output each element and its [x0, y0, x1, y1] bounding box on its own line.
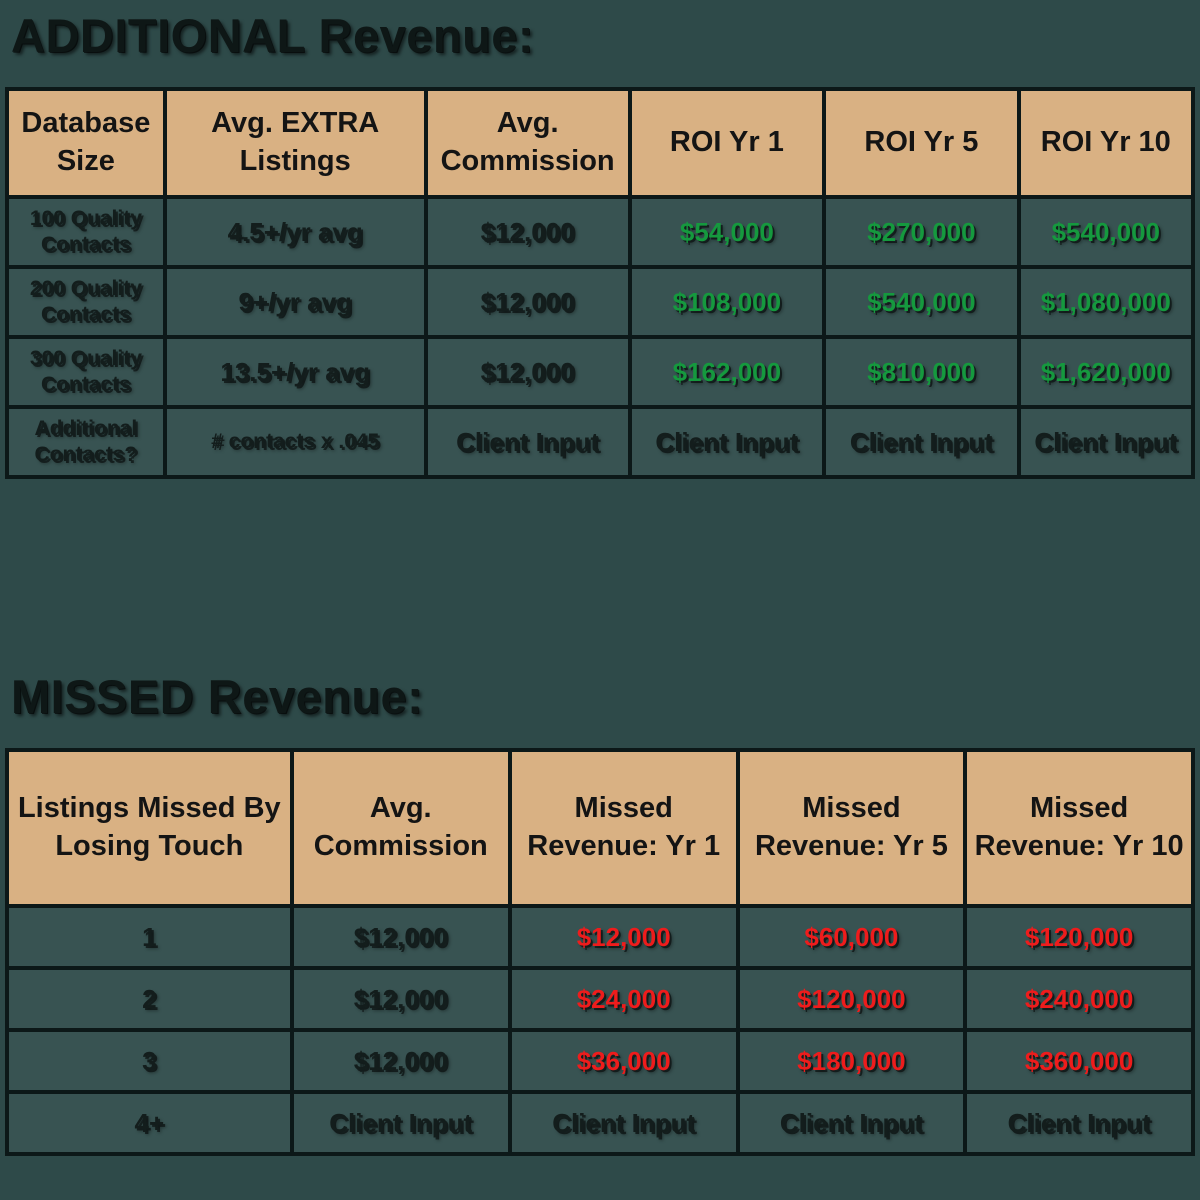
missed-revenue-table: Listings Missed By Losing Touch Avg. Com… [5, 748, 1195, 1156]
value-cell: Client Input [423, 405, 632, 479]
col-header-listings-missed: Listings Missed By Losing Touch [5, 748, 294, 908]
additional-revenue-title: ADDITIONAL Revenue: [11, 9, 535, 62]
table-row: 1 $12,000 $12,000 $60,000 $120,000 [5, 904, 1195, 970]
table-row: 4+ Client Input Client Input Client Inpu… [5, 1090, 1195, 1156]
additional-header-row: Database Size Avg. EXTRA Listings Avg. C… [5, 87, 1196, 199]
value-cell: 13.5+/yr avg [162, 335, 428, 409]
value-cell: $540,000 [822, 265, 1021, 339]
value-cell: $1,080,000 [1016, 265, 1196, 339]
missed-header-row: Listings Missed By Losing Touch Avg. Com… [5, 748, 1195, 908]
value-cell: $12,000 [423, 265, 632, 339]
value-cell: # contacts x .045 [162, 405, 428, 479]
table-row: 300 Quality Contacts 13.5+/yr avg $12,00… [5, 335, 1196, 409]
additional-revenue-table: Database Size Avg. EXTRA Listings Avg. C… [5, 87, 1196, 479]
col-header-missed-revenue-yr10: Missed Revenue: Yr 10 [963, 748, 1195, 908]
col-header-roi-yr5: ROI Yr 5 [822, 87, 1021, 199]
value-cell: $240,000 [963, 966, 1195, 1032]
value-cell: $12,000 [289, 966, 512, 1032]
table-row: 2 $12,000 $24,000 $120,000 $240,000 [5, 966, 1195, 1032]
row-label-cell: 3 [5, 1028, 294, 1094]
row-label-cell: 100 Quality Contacts [5, 195, 167, 269]
col-header-database-size: Database Size [5, 87, 167, 199]
value-cell: Client Input [1016, 405, 1196, 479]
value-cell: $162,000 [627, 335, 827, 409]
value-cell: $810,000 [822, 335, 1021, 409]
value-cell: $108,000 [627, 265, 827, 339]
table-row: 200 Quality Contacts 9+/yr avg $12,000 $… [5, 265, 1196, 339]
row-label-cell: 2 [5, 966, 294, 1032]
value-cell: $12,000 [289, 1028, 512, 1094]
value-cell: $360,000 [963, 1028, 1195, 1094]
value-cell: Client Input [735, 1090, 968, 1156]
value-cell: $54,000 [627, 195, 827, 269]
table-row: 100 Quality Contacts 4.5+/yr avg $12,000… [5, 195, 1196, 269]
table-row: 3 $12,000 $36,000 $180,000 $360,000 [5, 1028, 1195, 1094]
value-cell: Client Input [289, 1090, 512, 1156]
col-header-missed-revenue-yr1: Missed Revenue: Yr 1 [507, 748, 740, 908]
col-header-avg-commission: Avg. Commission [423, 87, 632, 199]
col-header-avg-commission: Avg. Commission [289, 748, 512, 908]
value-cell: $12,000 [423, 335, 632, 409]
value-cell: $12,000 [423, 195, 632, 269]
col-header-roi-yr10: ROI Yr 10 [1016, 87, 1196, 199]
value-cell: $120,000 [963, 904, 1195, 970]
value-cell: $540,000 [1016, 195, 1196, 269]
value-cell: $24,000 [507, 966, 740, 1032]
row-label-cell: 4+ [5, 1090, 294, 1156]
value-cell: $180,000 [735, 1028, 968, 1094]
col-header-roi-yr1: ROI Yr 1 [627, 87, 827, 199]
value-cell: $270,000 [822, 195, 1021, 269]
value-cell: Client Input [822, 405, 1021, 479]
value-cell: $12,000 [289, 904, 512, 970]
row-label-cell: 200 Quality Contacts [5, 265, 167, 339]
value-cell: Client Input [963, 1090, 1195, 1156]
row-label-cell: 1 [5, 904, 294, 970]
missed-revenue-title: MISSED Revenue: [11, 670, 424, 723]
row-label-cell: 300 Quality Contacts [5, 335, 167, 409]
value-cell: 4.5+/yr avg [162, 195, 428, 269]
row-label-cell: Additional Contacts? [5, 405, 167, 479]
table-row: Additional Contacts? # contacts x .045 C… [5, 405, 1196, 479]
value-cell: $1,620,000 [1016, 335, 1196, 409]
col-header-missed-revenue-yr5: Missed Revenue: Yr 5 [735, 748, 968, 908]
value-cell: $60,000 [735, 904, 968, 970]
value-cell: $36,000 [507, 1028, 740, 1094]
value-cell: Client Input [627, 405, 827, 479]
value-cell: $120,000 [735, 966, 968, 1032]
col-header-avg-extra-listings: Avg. EXTRA Listings [162, 87, 428, 199]
value-cell: Client Input [507, 1090, 740, 1156]
value-cell: 9+/yr avg [162, 265, 428, 339]
value-cell: $12,000 [507, 904, 740, 970]
